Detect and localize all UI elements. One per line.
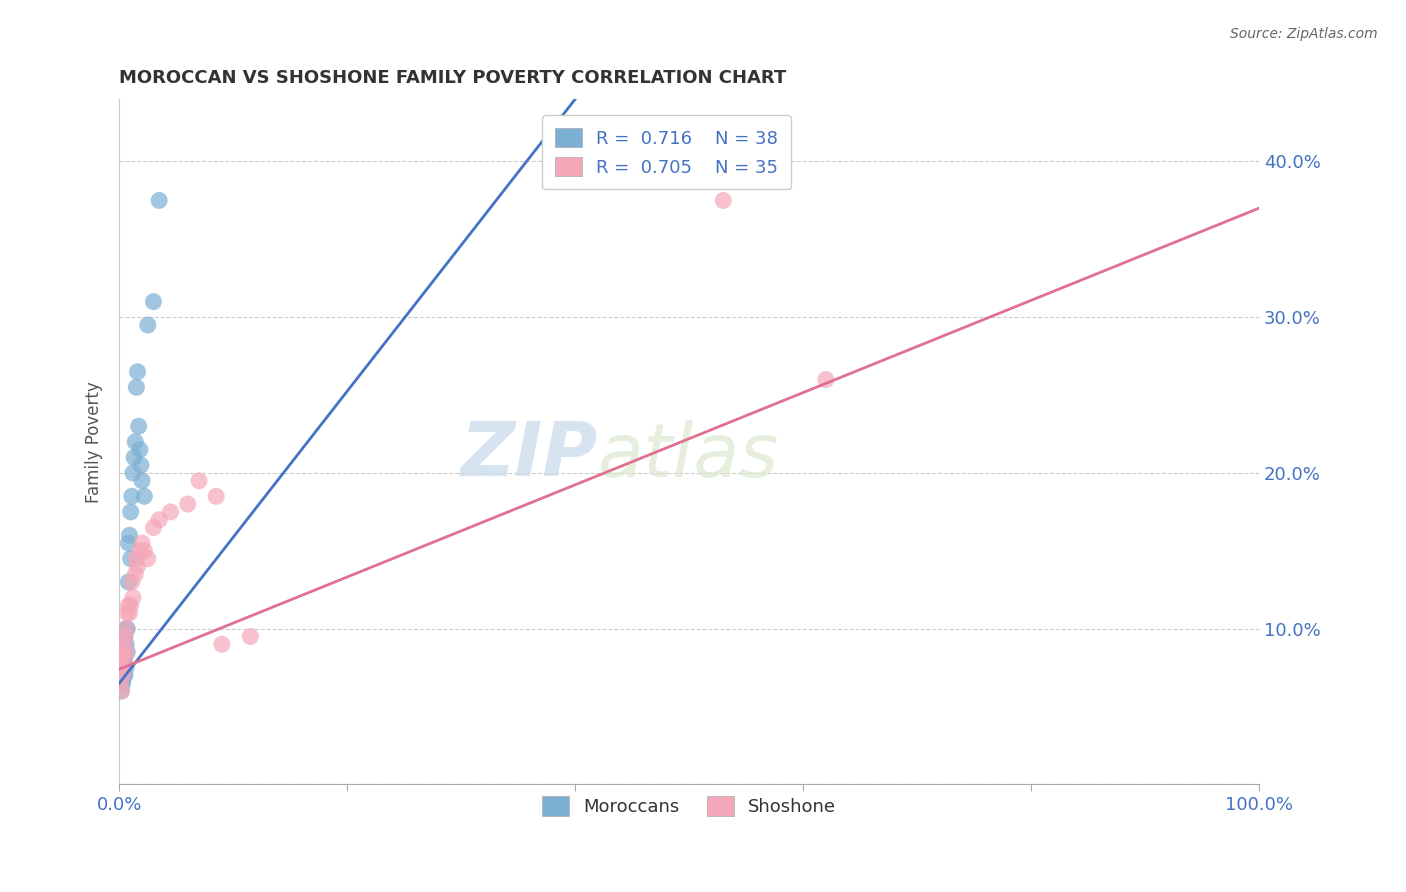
- Point: [711, 194, 734, 208]
- Point: [120, 599, 142, 613]
- Point: [111, 653, 134, 667]
- Point: [121, 574, 143, 589]
- Point: [128, 419, 150, 434]
- Point: [127, 365, 149, 379]
- Point: [110, 660, 132, 674]
- Point: [110, 676, 132, 690]
- Point: [120, 551, 142, 566]
- Point: [136, 551, 159, 566]
- Point: [118, 606, 141, 620]
- Point: [127, 559, 149, 574]
- Point: [121, 489, 143, 503]
- Point: [176, 497, 198, 511]
- Text: atlas: atlas: [598, 419, 779, 491]
- Point: [148, 194, 170, 208]
- Point: [110, 684, 132, 698]
- Point: [188, 474, 211, 488]
- Point: [112, 653, 135, 667]
- Point: [131, 474, 153, 488]
- Point: [110, 668, 132, 682]
- Point: [136, 318, 159, 332]
- Point: [117, 574, 139, 589]
- Point: [118, 528, 141, 542]
- Point: [110, 653, 132, 667]
- Point: [239, 630, 262, 644]
- Point: [114, 668, 136, 682]
- Point: [114, 645, 136, 659]
- Legend: Moroccans, Shoshone: Moroccans, Shoshone: [534, 789, 844, 823]
- Point: [134, 489, 156, 503]
- Point: [115, 660, 138, 674]
- Point: [115, 637, 138, 651]
- Point: [128, 442, 150, 457]
- Text: MOROCCAN VS SHOSHONE FAMILY POVERTY CORRELATION CHART: MOROCCAN VS SHOSHONE FAMILY POVERTY CORR…: [120, 69, 786, 87]
- Point: [128, 544, 150, 558]
- Point: [148, 513, 170, 527]
- Point: [205, 489, 228, 503]
- Point: [112, 668, 135, 682]
- Point: [114, 630, 136, 644]
- Point: [117, 645, 139, 659]
- Point: [112, 630, 135, 644]
- Point: [110, 660, 132, 674]
- Point: [115, 622, 138, 636]
- Point: [814, 372, 837, 386]
- Point: [125, 380, 148, 394]
- Point: [134, 544, 156, 558]
- Point: [142, 520, 165, 534]
- Point: [111, 645, 134, 659]
- Point: [110, 684, 132, 698]
- Point: [111, 676, 134, 690]
- Text: Source: ZipAtlas.com: Source: ZipAtlas.com: [1230, 27, 1378, 41]
- Point: [129, 458, 152, 472]
- Point: [114, 653, 136, 667]
- Point: [125, 551, 148, 566]
- Point: [112, 637, 135, 651]
- Text: ZIP: ZIP: [461, 419, 598, 492]
- Point: [110, 645, 132, 659]
- Point: [122, 450, 145, 465]
- Point: [114, 630, 136, 644]
- Point: [111, 637, 134, 651]
- Point: [117, 536, 139, 550]
- Point: [124, 567, 146, 582]
- Point: [117, 606, 139, 620]
- Y-axis label: Family Poverty: Family Poverty: [86, 381, 103, 503]
- Point: [112, 660, 135, 674]
- Point: [142, 294, 165, 309]
- Point: [124, 434, 146, 449]
- Point: [117, 622, 139, 636]
- Point: [120, 505, 142, 519]
- Point: [211, 637, 233, 651]
- Point: [111, 668, 134, 682]
- Point: [122, 466, 145, 480]
- Point: [115, 645, 138, 659]
- Point: [122, 591, 145, 605]
- Point: [131, 536, 153, 550]
- Point: [117, 599, 139, 613]
- Point: [159, 505, 181, 519]
- Point: [110, 676, 132, 690]
- Point: [115, 622, 138, 636]
